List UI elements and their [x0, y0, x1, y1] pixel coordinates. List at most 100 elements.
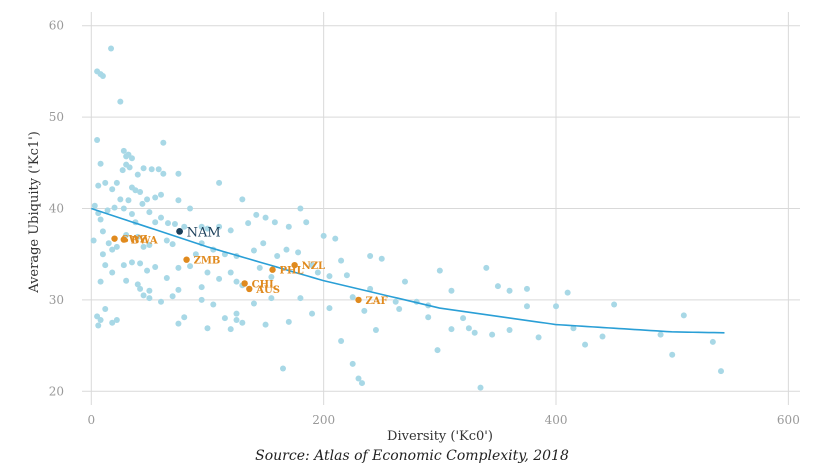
data-point [221, 315, 228, 322]
data-point [146, 287, 153, 294]
data-point [175, 170, 182, 177]
data-point [233, 317, 240, 324]
data-point [175, 197, 182, 204]
data-point [204, 325, 211, 332]
data-point [216, 179, 223, 186]
data-point [146, 242, 153, 249]
data-point [471, 329, 478, 336]
highlight-point [111, 235, 118, 242]
data-point [227, 269, 234, 276]
data-point [163, 274, 170, 281]
data-point [171, 221, 178, 228]
data-point [669, 351, 676, 358]
data-point [250, 247, 257, 254]
data-point [448, 287, 455, 294]
y-axis-label: Average Ubiquity ('Kc1') [27, 131, 42, 294]
data-point [132, 187, 139, 194]
data-point [378, 255, 385, 262]
focus-point: NAM [176, 225, 221, 240]
data-point [210, 301, 217, 308]
highlight-point [269, 266, 276, 273]
data-point [164, 220, 171, 227]
data-point [137, 260, 144, 267]
data-point [175, 320, 182, 327]
data-point [125, 197, 132, 204]
data-point [105, 240, 112, 247]
data-point [245, 220, 252, 227]
y-tick-labels: 20 30 40 50 60 [49, 19, 64, 399]
data-point [158, 191, 165, 198]
data-point [489, 331, 496, 338]
data-point [477, 384, 484, 391]
data-point [160, 139, 167, 146]
data-point [113, 317, 120, 324]
y-tick-label: 60 [49, 19, 64, 33]
data-point [358, 380, 365, 387]
data-point [119, 167, 126, 174]
highlight-point [183, 256, 190, 263]
data-point [320, 232, 327, 239]
source-caption: Source: Atlas of Economic Complexity, 20… [255, 448, 569, 464]
data-point [99, 251, 106, 258]
data-point [90, 237, 97, 244]
data-point [120, 147, 127, 154]
data-point [355, 375, 362, 382]
data-point [146, 295, 153, 302]
data-point [553, 303, 560, 310]
highlight-label: SWZ [122, 235, 148, 246]
highlight-label: ZMB [194, 256, 221, 267]
data-point [361, 307, 368, 314]
data-point [97, 216, 104, 223]
data-point [155, 166, 162, 173]
y-tick-label: 30 [49, 293, 64, 307]
data-point [657, 331, 664, 338]
data-point [187, 263, 194, 270]
data-point [564, 289, 571, 296]
data-point [250, 300, 257, 307]
data-point [204, 269, 211, 276]
data-point [349, 360, 356, 367]
data-point [126, 164, 133, 171]
highlight-point [246, 285, 253, 293]
data-point [680, 312, 687, 319]
data-point [262, 214, 269, 221]
data-point [582, 341, 589, 348]
x-tick-label: 200 [312, 413, 335, 427]
highlight-label: BWA [131, 236, 158, 247]
data-point [123, 277, 130, 284]
data-point [303, 219, 310, 226]
data-point [392, 298, 399, 305]
data-point [128, 155, 135, 162]
data-point [523, 303, 530, 310]
data-point [163, 237, 170, 244]
data-point [216, 223, 223, 230]
data-point [169, 241, 176, 248]
highlight-label: ZAF [366, 296, 388, 307]
data-point [104, 207, 111, 214]
highlight-point [291, 261, 298, 269]
y-tick-label: 50 [49, 110, 64, 124]
data-point [253, 211, 260, 218]
data-point [158, 214, 165, 221]
data-point [570, 325, 577, 332]
data-point [148, 166, 155, 173]
data-point [140, 243, 147, 250]
data-point [109, 269, 116, 276]
highlight-point [355, 296, 362, 304]
data-point [460, 315, 467, 322]
data-point [94, 136, 101, 143]
data-point [506, 327, 513, 334]
x-tick-label: 600 [777, 413, 800, 427]
data-point [97, 278, 104, 285]
data-point [611, 301, 618, 308]
data-point [271, 219, 278, 226]
fit-line [91, 207, 725, 334]
data-point [175, 264, 182, 271]
data-point [181, 223, 188, 230]
data-point [108, 45, 115, 52]
data-point [367, 285, 374, 292]
data-point [137, 189, 144, 196]
data-point [97, 317, 104, 324]
data-point [111, 204, 118, 211]
